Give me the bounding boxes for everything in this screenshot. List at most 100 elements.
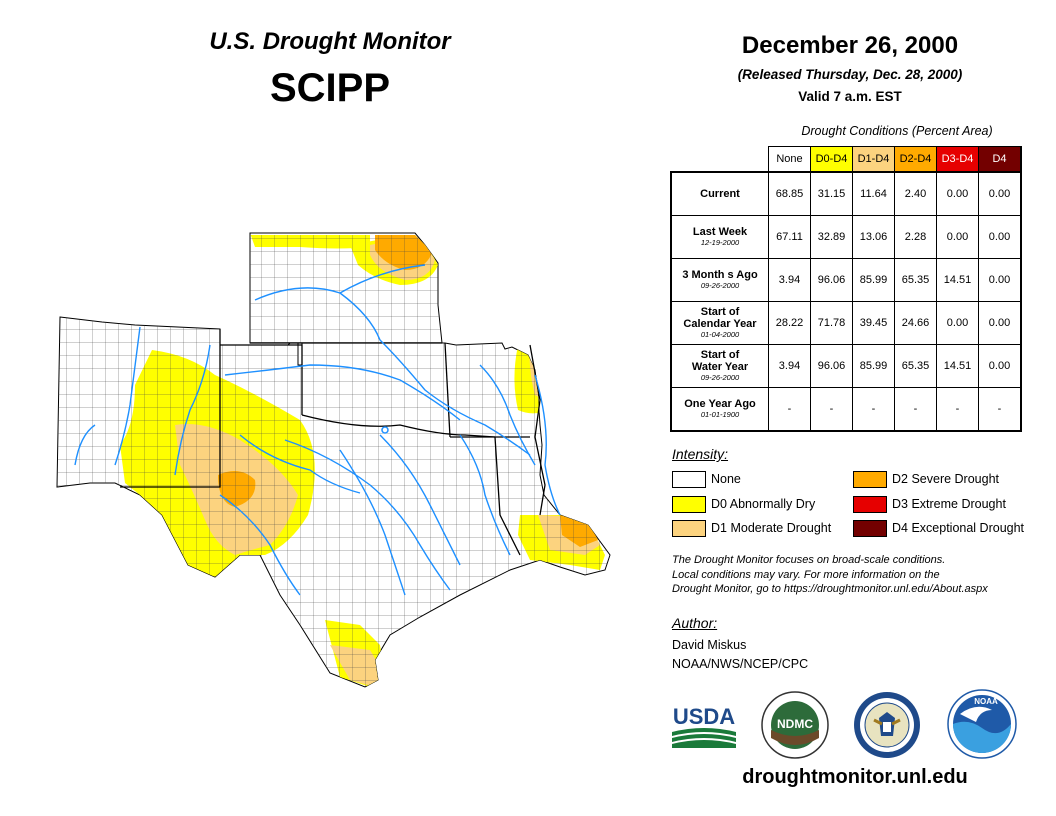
rivers <box>74 264 561 596</box>
ndmc-logo: NDMC <box>760 690 830 765</box>
lake-marker <box>381 426 389 434</box>
table-cell: 65.35 <box>894 344 937 388</box>
map-title: U.S. Drought Monitor <box>209 28 451 55</box>
river <box>74 424 96 466</box>
row-label: Start of Calendar Year 01-04-2000 <box>670 301 769 345</box>
table-cell: 3.94 <box>768 344 811 388</box>
column-header: D1-D4 <box>852 146 895 173</box>
row-label: Last Week 12-19-2000 <box>670 215 769 259</box>
river <box>284 439 451 591</box>
river <box>339 449 406 596</box>
table-cell: 85.99 <box>852 344 895 388</box>
river <box>224 364 461 421</box>
table-row: Start of Water Year 09-26-2000 3.94 96.06 … <box>670 344 1022 388</box>
table-caption: Drought Conditions (Percent Area) <box>801 124 993 138</box>
legend-title: Intensity: <box>672 446 729 462</box>
river <box>114 326 141 466</box>
table-cell: 2.28 <box>894 215 937 259</box>
table-cell: - <box>810 387 853 432</box>
map-date: December 26, 2000 <box>741 32 959 59</box>
usda-logo: USDA <box>670 700 738 755</box>
column-header: D4 <box>978 146 1022 173</box>
row-date: 12-19-2000 <box>700 238 740 247</box>
row-date: 01-04-2000 <box>700 330 740 339</box>
row-label: 3 Month s Ago 09-26-2000 <box>670 258 769 302</box>
table-cell: 0.00 <box>978 215 1022 259</box>
table-cell: 14.51 <box>936 258 979 302</box>
table-cell: 0.00 <box>936 215 979 259</box>
river <box>534 374 561 516</box>
table-cell: 0.00 <box>936 301 979 345</box>
river <box>459 434 511 556</box>
ndmc-logo-text: NDMC <box>777 717 813 731</box>
table-cell: 65.35 <box>894 258 937 302</box>
commerce-seal-logo <box>852 690 922 765</box>
river <box>219 494 301 596</box>
row-date: 09-26-2000 <box>700 281 740 290</box>
table-cell: - <box>894 387 937 432</box>
release-date: (Released Thursday, Dec. 28, 2000) <box>737 67 963 82</box>
row-date: 09-26-2000 <box>700 373 740 382</box>
table-cell: 0.00 <box>978 171 1022 216</box>
row-date: 01-01-1900 <box>700 410 740 419</box>
table-cell: 85.99 <box>852 258 895 302</box>
table-cell: 31.15 <box>810 171 853 216</box>
river <box>339 264 426 294</box>
river <box>479 364 536 466</box>
table-cell: 0.00 <box>978 344 1022 388</box>
table-cell: - <box>936 387 979 432</box>
legend-swatch <box>672 496 706 513</box>
table-cell: 0.00 <box>978 301 1022 345</box>
table-cell: 3.94 <box>768 258 811 302</box>
table-cell: 14.51 <box>936 344 979 388</box>
column-header: D3-D4 <box>936 146 979 173</box>
table-cell: 2.40 <box>894 171 937 216</box>
table-cell: 0.00 <box>978 258 1022 302</box>
table-cell: 24.66 <box>894 301 937 345</box>
row-label: One Year Ago 01-01-1900 <box>670 387 769 432</box>
tx-la-border <box>494 436 521 556</box>
table-row: 3 Month s Ago 09-26-2000 3.94 96.06 85.99… <box>670 258 1022 302</box>
table-cell: 11.64 <box>852 171 895 216</box>
table-cell: 96.06 <box>810 258 853 302</box>
table-row: Last Week 12-19-2000 67.11 32.89 13.06 2.… <box>670 215 1022 259</box>
legend-label: D4 Exceptional Drought <box>892 521 1025 535</box>
table-cell: - <box>852 387 895 432</box>
legend-label: D1 Moderate Drought <box>711 521 832 535</box>
table-cell: 32.89 <box>810 215 853 259</box>
row-label: Current <box>670 171 769 216</box>
table-cell: 68.85 <box>768 171 811 216</box>
table-cell: 96.06 <box>810 344 853 388</box>
table-cell: 71.78 <box>810 301 853 345</box>
footer-url[interactable]: droughtmonitor.unl.edu <box>742 766 968 788</box>
table-cell: - <box>768 387 811 432</box>
panhandle-border <box>220 344 303 415</box>
table-header-row: None D0-D4 D1-D4 D2-D4 D3-D4 D4 <box>671 146 1022 173</box>
table-row: Current 68.85 31.15 11.64 2.40 0.00 0.00 <box>670 171 1022 216</box>
column-header: D0-D4 <box>810 146 853 173</box>
table-cell: - <box>978 387 1022 432</box>
author-name: David Miskus <box>672 638 747 652</box>
noaa-logo: NOAA <box>946 688 1018 765</box>
ok-tx-border <box>301 414 496 438</box>
river <box>174 344 211 476</box>
table-cell: 28.22 <box>768 301 811 345</box>
table-row: One Year Ago 01-01-1900 - - - - - - <box>670 387 1022 432</box>
river <box>379 434 461 566</box>
legend-swatch <box>672 471 706 488</box>
legend-swatch <box>853 496 887 513</box>
legend-swatch <box>853 520 887 537</box>
drought-map <box>56 232 611 688</box>
river <box>239 434 361 494</box>
noaa-logo-text: NOAA <box>974 697 998 706</box>
river <box>254 287 531 456</box>
valid-time: Valid 7 a.m. EST <box>798 89 902 104</box>
table-cell: 67.11 <box>768 215 811 259</box>
disclaimer-note: The Drought Monitor focuses on broad-sca… <box>672 554 988 595</box>
legend-label: D0 Abnormally Dry <box>711 497 816 511</box>
column-header: D2-D4 <box>894 146 937 173</box>
legend-label: D2 Severe Drought <box>892 472 1000 486</box>
row-label: Start of Water Year 09-26-2000 <box>670 344 769 388</box>
drought-stats-table: None D0-D4 D1-D4 D2-D4 D3-D4 D4 Current … <box>670 146 1022 432</box>
legend-label: None <box>711 472 741 486</box>
